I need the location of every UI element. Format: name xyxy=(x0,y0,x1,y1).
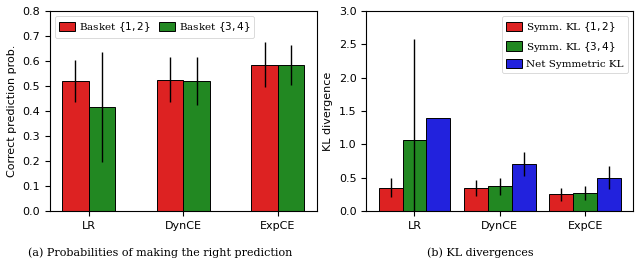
Bar xyxy=(426,117,451,211)
Bar xyxy=(379,187,403,211)
Bar xyxy=(573,193,597,211)
Bar xyxy=(403,140,426,211)
Bar xyxy=(278,65,305,211)
Legend: Basket $\{1,2\}$, Basket $\{3,4\}$: Basket $\{1,2\}$, Basket $\{3,4\}$ xyxy=(55,16,254,38)
Bar xyxy=(597,177,621,211)
Y-axis label: Correct prediction prob.: Correct prediction prob. xyxy=(7,45,17,177)
Bar xyxy=(488,186,512,211)
Bar xyxy=(464,187,488,211)
Bar xyxy=(183,81,210,211)
Text: (b) KL divergences: (b) KL divergences xyxy=(427,247,533,258)
Y-axis label: KL divergence: KL divergence xyxy=(323,71,333,151)
Bar xyxy=(157,80,183,211)
Text: (a) Probabilities of making the right prediction: (a) Probabilities of making the right pr… xyxy=(28,247,292,258)
Bar xyxy=(512,164,536,211)
Bar xyxy=(62,81,88,211)
Bar xyxy=(252,65,278,211)
Legend: Symm. KL $\{1,2\}$, Symm. KL $\{3,4\}$, Net Symmetric KL: Symm. KL $\{1,2\}$, Symm. KL $\{3,4\}$, … xyxy=(502,16,628,73)
Bar xyxy=(88,107,115,211)
Bar xyxy=(549,194,573,211)
